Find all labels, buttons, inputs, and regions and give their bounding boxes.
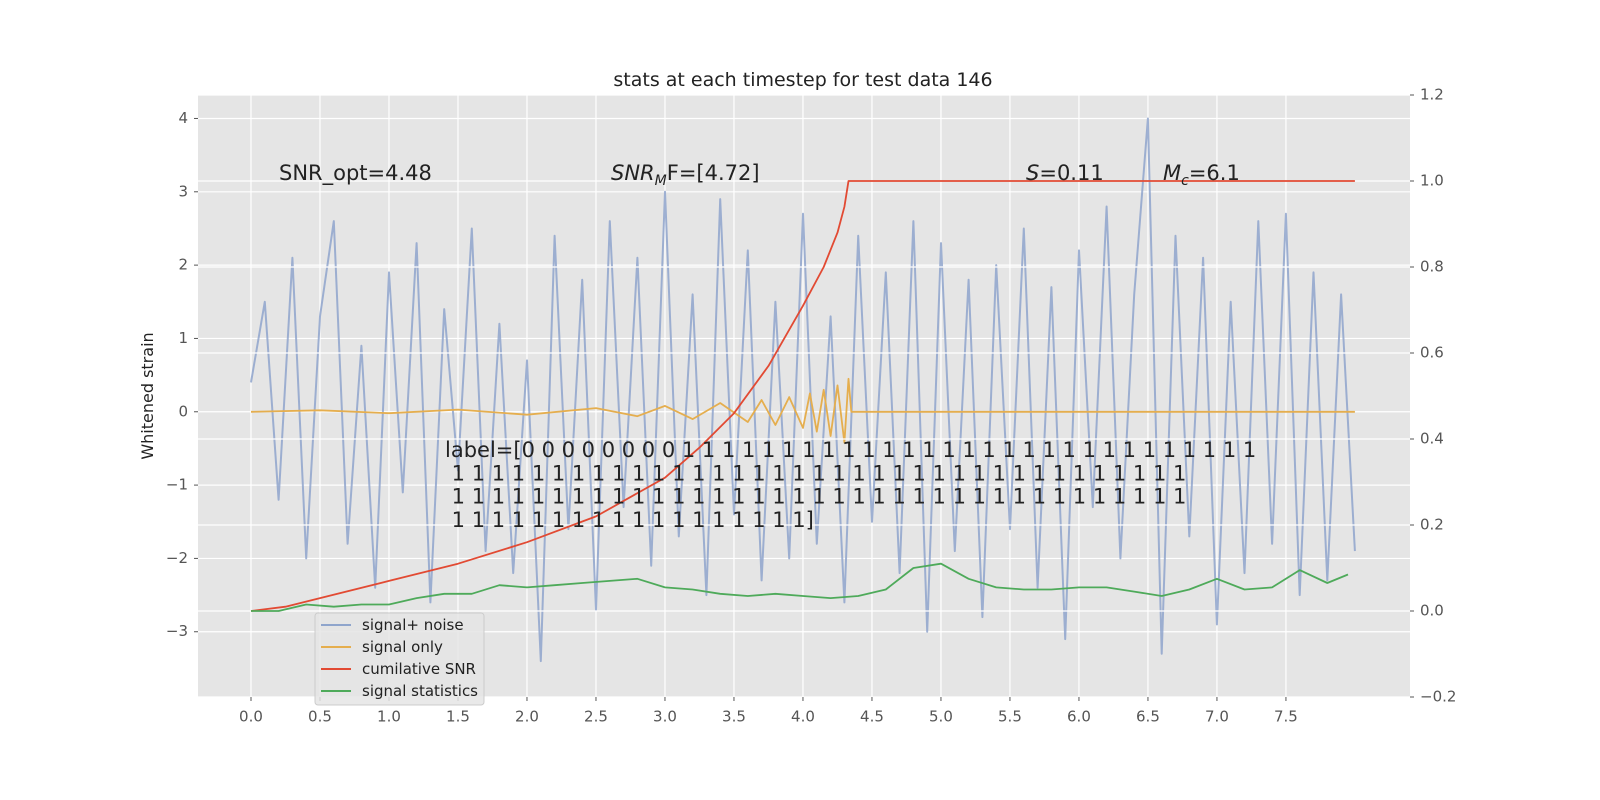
x-tick-label: 6.0	[1067, 708, 1091, 726]
x-tick-label: 2.0	[515, 708, 539, 726]
y-tick-label: −2	[166, 549, 188, 567]
annotation-part: SNR	[611, 161, 655, 185]
annotation: SNRMF=[4.72]	[611, 161, 760, 189]
y-tick-label: 0	[178, 402, 188, 420]
y-tick-label: 2	[178, 256, 188, 274]
y-tick-label: 1	[178, 329, 188, 347]
label-line: label=[0 0 0 0 0 0 0 0 1 1 1 1 1 1 1 1 1…	[445, 438, 1256, 462]
grid	[198, 95, 1410, 697]
y2-tick-label: 1.0	[1420, 172, 1444, 190]
legend-box	[314, 612, 485, 706]
legend-label: cumilative SNR	[362, 660, 476, 678]
ticks: 0.0 0.5 1.0 1.5 2.0 2.5 3.0 3.5 4.0 4.5 5.0 5.5 6.0 6…	[166, 86, 1457, 726]
x-tick-label: 1.5	[446, 708, 470, 726]
x-tick-label: 0.5	[308, 708, 332, 726]
x-tick-label: 4.0	[791, 708, 815, 726]
label-line: 1 1 1 1 1 1 1 1 1 1 1 1 1 1 1 1 1 1 1 1 …	[445, 485, 1186, 509]
y-tick-label: −1	[166, 476, 188, 494]
series-line	[250, 117, 1356, 663]
y2-tick-label: −0.2	[1420, 688, 1456, 706]
y2-tick-label: 1.2	[1420, 86, 1444, 104]
plot-area	[198, 95, 1410, 697]
label-line: 1 1 1 1 1 1 1 1 1 1 1 1 1 1 1 1 1 1 1 1 …	[445, 461, 1186, 485]
series-line	[250, 180, 1355, 612]
y2-tick-label: 0.0	[1420, 602, 1444, 620]
chart-title: stats at each timestep for test data 146	[613, 69, 992, 91]
y2-tick-label: 0.2	[1420, 516, 1444, 534]
series-line	[251, 562, 1349, 612]
label-annotation: label=[0 0 0 0 0 0 0 0 1 1 1 1 1 1 1 1 1…	[445, 438, 1256, 532]
y-tick-label: 3	[178, 182, 188, 200]
legend: signal+ noise signal only cumilative SNR si…	[314, 612, 485, 706]
annotation-part: =0.11	[1039, 161, 1103, 185]
legend-label: signal+ noise	[362, 616, 464, 634]
y2-tick-label: 0.8	[1420, 258, 1444, 276]
annotation: SNR_opt=4.48	[279, 161, 432, 186]
annotation-part: S	[1026, 161, 1039, 185]
legend-label: signal statistics	[362, 682, 478, 700]
annotation-part: c	[1181, 173, 1189, 189]
x-tick-label: 2.5	[584, 708, 608, 726]
x-tick-label: 4.5	[860, 708, 884, 726]
x-tick-label: 1.0	[377, 708, 401, 726]
y-axis-label: Whitened strain	[138, 332, 157, 459]
annotation: Mc=6.1	[1163, 161, 1240, 189]
annotation-part: =6.1	[1189, 161, 1240, 185]
legend-label: signal only	[362, 638, 443, 656]
label-line: 1 1 1 1 1 1 1 1 1 1 1 1 1 1 1 1 1 1]	[445, 508, 814, 532]
y2-tick-label: 0.6	[1420, 344, 1444, 362]
y-tick-label: 4	[178, 109, 188, 127]
series-line	[250, 377, 1355, 444]
y2-tick-label: 0.4	[1420, 430, 1444, 448]
x-tick-label: 0.0	[239, 708, 263, 726]
annotation-part: M	[1163, 161, 1181, 185]
y-tick-label: −3	[166, 622, 188, 640]
annotation-part: M	[655, 173, 667, 189]
x-tick-label: 5.0	[929, 708, 953, 726]
x-tick-label: 3.0	[653, 708, 677, 726]
annotation: S=0.11	[1026, 161, 1104, 185]
x-tick-label: 5.5	[998, 708, 1022, 726]
x-tick-label: 3.5	[722, 708, 746, 726]
x-tick-label: 6.5	[1136, 708, 1160, 726]
x-tick-label: 7.0	[1205, 708, 1229, 726]
x-tick-label: 7.5	[1274, 708, 1298, 726]
annotation-part: F=[4.72]	[667, 161, 760, 185]
